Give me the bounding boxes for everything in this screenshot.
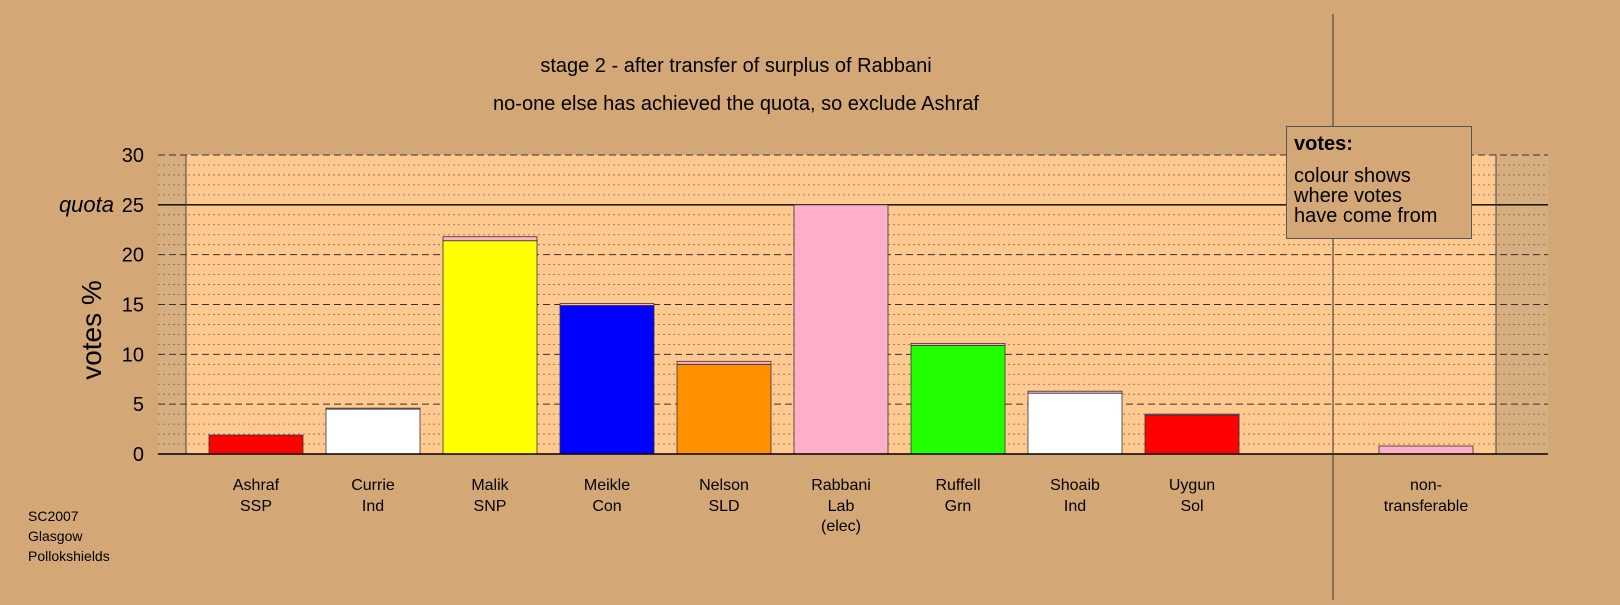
quota-label: quota (59, 192, 114, 217)
legend-box: votes: colour shows where votes have com… (1286, 126, 1472, 239)
y-tick-label: 10 (122, 344, 144, 366)
y-axis-label: votes % (76, 280, 107, 380)
chart-subtitle: no-one else has achieved the quota, so e… (493, 93, 979, 115)
election-caption: SC2007 Glasgow Pollokshields (28, 506, 110, 566)
bar-malik (442, 240, 538, 455)
legend-line-2: where votes (1294, 185, 1402, 207)
bar-transfer-segment (1027, 390, 1123, 394)
x-tick-label-name: Shoaib (1050, 477, 1100, 494)
x-tick-label-party: Sol (1180, 498, 1203, 515)
y-tick-label: 30 (122, 145, 144, 167)
x-tick-label-extra: (elec) (821, 518, 861, 535)
x-tick-label-party: Con (592, 498, 621, 515)
x-tick-label-name: Uygun (1169, 477, 1215, 494)
y-tick-label: 15 (122, 295, 144, 317)
x-tick-label-party: SSP (240, 498, 272, 515)
bar-transfer-segment (1144, 413, 1240, 416)
legend-line-1: colour shows (1294, 165, 1411, 187)
y-tick-label: 20 (122, 245, 144, 267)
x-tick-label-name: non- (1410, 477, 1442, 494)
caption-line-1: SC2007 (28, 508, 79, 524)
bar-currie (325, 408, 421, 455)
bar-uygun (1144, 414, 1240, 455)
bar-transfer-segment (676, 360, 772, 365)
bar-transfer-segment (910, 342, 1006, 346)
chart-title: stage 2 - after transfer of surplus of R… (540, 55, 931, 77)
bar-transfer-segment (442, 236, 538, 242)
bar-transfer-segment (559, 303, 655, 306)
y-tick-label: 25 (122, 195, 144, 217)
x-tick-label-party: SLD (708, 498, 739, 515)
x-tick-label-party: Ind (1064, 498, 1086, 515)
bar-meikle (559, 305, 655, 455)
bar-transfer-segment (325, 407, 421, 410)
bar-nelson (676, 363, 772, 455)
caption-line-2: Glasgow (28, 528, 83, 544)
bar-shoaib (1027, 392, 1123, 455)
x-tick-label-name: Currie (351, 477, 395, 494)
bar-non (1378, 445, 1474, 455)
x-tick-label-name: Rabbani (811, 477, 871, 494)
x-tick-label-party: SNP (474, 498, 507, 515)
bar-ashraf (208, 434, 304, 455)
x-tick-label-name: Malik (471, 477, 509, 494)
x-tick-label-name: Nelson (699, 477, 749, 494)
x-tick-label-name: Ashraf (233, 477, 280, 494)
x-tick-label-party: Grn (945, 498, 972, 515)
x-tick-label-name: Ruffell (935, 477, 980, 494)
x-tick-label-party: transferable (1384, 498, 1469, 515)
x-tick-label-party: Lab (828, 498, 855, 515)
bar-ruffell (910, 344, 1006, 455)
caption-line-3: Pollokshields (28, 548, 110, 564)
legend-title: votes: (1294, 133, 1353, 155)
legend-line-3: have come from (1294, 205, 1438, 227)
x-tick-label-name: Meikle (584, 477, 630, 494)
y-tick-label: 5 (133, 394, 144, 416)
y-tick-label: 0 (133, 444, 144, 466)
bar-rabbani (793, 204, 889, 455)
x-tick-label-party: Ind (362, 498, 384, 515)
